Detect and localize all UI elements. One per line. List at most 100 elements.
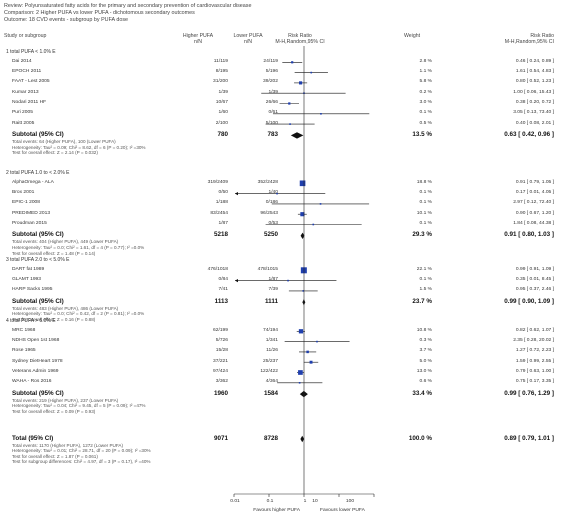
- study-name: HARP Sacks 1995: [12, 287, 53, 293]
- higher-pufa-count: 37/221: [213, 358, 228, 364]
- higher-pufa-count: 319/2409: [207, 179, 228, 185]
- study-name: Puri 2005: [12, 110, 33, 116]
- subtotal-lower: 5250: [263, 231, 278, 239]
- point-estimate: [300, 212, 305, 217]
- lower-pufa-count: 478/1015: [257, 266, 278, 272]
- point-estimate: [320, 113, 322, 115]
- point-estimate: [298, 382, 301, 384]
- study-risk-ratio: 1.00 [ 0.06, 15.43 ]: [513, 89, 554, 95]
- lower-pufa-count: 39/202: [263, 79, 278, 85]
- total-higher: 9071: [213, 434, 228, 442]
- comparison-title: Comparison: 2 Higher PUFA vs lower PUFA …: [4, 10, 195, 16]
- study-weight: 13.0 %: [416, 369, 432, 374]
- study-weight: 3.7 %: [419, 348, 432, 354]
- lower-pufa-count: 1/40: [268, 190, 278, 196]
- axis-tick-10: 10: [312, 499, 318, 504]
- study-weight: 10.1 %: [416, 210, 432, 216]
- total-stat: Total events: 1170 (Higher PUFA), 1272 (…: [12, 442, 123, 448]
- study-risk-ratio: 1.61 [ 0.54, 4.83 ]: [515, 69, 554, 75]
- study-risk-ratio: 0.35 [ 0.01, 8.45 ]: [515, 277, 554, 283]
- axis-tick-0.01: 0.01: [230, 499, 240, 504]
- total-risk-ratio: 0.89 [ 0.79, 1.01 ]: [504, 434, 554, 442]
- point-estimate: [289, 123, 291, 125]
- study-name: PREDIMED 2013: [12, 210, 51, 216]
- higher-pufa-count: 97/424: [213, 369, 228, 374]
- subtotal-higher: 1113: [214, 297, 228, 305]
- study-weight: 5.8 %: [419, 79, 432, 85]
- study-risk-ratio: 0.82 [ 0.62, 1.07 ]: [515, 327, 554, 333]
- subtotal-lower: 1111: [265, 297, 278, 305]
- study-weight: 0.1 %: [419, 190, 432, 196]
- study-weight: 0.2 %: [419, 89, 432, 95]
- study-name: EPOCH 2011: [12, 69, 42, 75]
- lower-pufa-count: 24/119: [263, 58, 278, 64]
- study-weight: 22.1 %: [416, 266, 432, 272]
- study-name: EPIC-1 2008: [12, 200, 41, 206]
- study-name: MRC 1968: [12, 327, 36, 333]
- higher-pufa-count: 15/28: [215, 348, 228, 354]
- point-estimate: [287, 279, 289, 282]
- total-diamond: [300, 435, 305, 443]
- study-name: Dai 2014: [12, 58, 32, 64]
- lower-pufa-count: 7/39: [268, 287, 278, 293]
- subgroup-label: 1 total PUFA < 1.0% E: [6, 48, 56, 55]
- subgroup-stat: Heterogeneity: Tau² = 0.09; Chi² = 8.62,…: [12, 144, 146, 150]
- study-weight: 1.5 %: [419, 287, 432, 293]
- lower-pufa-count: 0/53: [268, 221, 278, 226]
- higher-pufa-count: 476/1018: [207, 266, 228, 272]
- point-estimate: [298, 370, 303, 375]
- subgroup-label: 4 total PUFA > 5.0% E: [6, 317, 56, 324]
- study-weight: 18.8 %: [416, 179, 432, 185]
- subtotal-label: Subtotal (95% CI): [12, 297, 64, 305]
- subtotal-label: Subtotal (95% CI): [12, 389, 64, 397]
- axis-tick-0.1: 0.1: [266, 499, 274, 504]
- point-estimate: [316, 340, 318, 343]
- study-name: Nodari 2011 HF: [12, 100, 47, 105]
- higher-pufa-count: 0/50: [218, 190, 228, 196]
- total-lower: 8728: [263, 434, 278, 442]
- study-weight: 0.1 %: [419, 200, 432, 206]
- study-risk-ratio: 0.17 [ 0.01, 4.05 ]: [515, 190, 554, 196]
- study-risk-ratio: 0.99 [ 0.91, 1.09 ]: [515, 266, 554, 272]
- study-risk-ratio: 3.05 [ 0.13, 73.40 ]: [513, 110, 554, 116]
- subgroup-stat: Heterogeneity: Tau² = 0.04; Chi² = 9.45,…: [12, 403, 146, 409]
- higher-pufa-count: 5/726: [215, 338, 228, 344]
- review-title: Review: Polyunsaturated fatty acids for …: [4, 3, 252, 9]
- favours-higher-label: Favours higher PUFA: [253, 508, 300, 513]
- study-name: Veterans Admin 1969: [12, 369, 59, 374]
- point-estimate: [288, 102, 291, 105]
- subgroup-stat: Test for overall effect: Z = 1.48 (P = 0…: [12, 250, 96, 256]
- subtotal-weight: 23.7 %: [412, 297, 432, 305]
- study-weight: 3.0 %: [419, 100, 432, 105]
- higher-pufa-count: 1/188: [215, 200, 228, 206]
- study-risk-ratio: 0.75 [ 0.17, 3.35 ]: [515, 379, 554, 385]
- study-name: Rose 1965: [12, 348, 36, 354]
- outcome-title: Outcome: 18 CVD events - subgroup by PUF…: [4, 17, 129, 23]
- higher-pufa-count: 1/39: [218, 89, 228, 95]
- subgroup-stat: Total events: 404 (Higher PUFA), 449 (Lo…: [12, 239, 119, 245]
- study-risk-ratio: 2.35 [ 0.28, 20.02 ]: [513, 338, 554, 344]
- higher-pufa-count: 7/41: [218, 287, 228, 293]
- lower-pufa-count: 25/237: [263, 358, 278, 364]
- subgroup-stat: Total events: 483 (Higher PUFA), 486 (Lo…: [12, 305, 119, 311]
- lower-pufa-count: 0/186: [265, 200, 278, 206]
- point-estimate: [276, 192, 278, 195]
- lower-pufa-count: 352/2428: [257, 179, 278, 185]
- subtotal-weight: 13.5 %: [412, 130, 432, 138]
- lower-pufa-count: 122/422: [260, 369, 278, 374]
- subgroup-stat: Total events: 219 (Higher PUFA), 237 (Lo…: [12, 397, 119, 403]
- higher-pufa-count: 31/200: [213, 79, 228, 85]
- study-weight: 0.6 %: [419, 379, 432, 385]
- point-estimate: [306, 350, 309, 354]
- study-risk-ratio: 0.91 [ 0.79, 1.05 ]: [515, 179, 554, 185]
- col-lower-sub: n/N: [243, 39, 253, 45]
- study-weight: 0.5 %: [419, 120, 432, 126]
- lower-pufa-count: 1/87: [268, 277, 278, 283]
- col-rr2: Risk Ratio: [530, 33, 554, 39]
- ci-arrow-left: [235, 279, 238, 283]
- point-estimate: [291, 61, 294, 64]
- subgroup-stat: Test for overall effect: Z = 2.14 (P = 0…: [12, 150, 98, 156]
- study-weight: 0.1 %: [419, 110, 432, 116]
- col-higher: Higher PUFA: [182, 33, 214, 39]
